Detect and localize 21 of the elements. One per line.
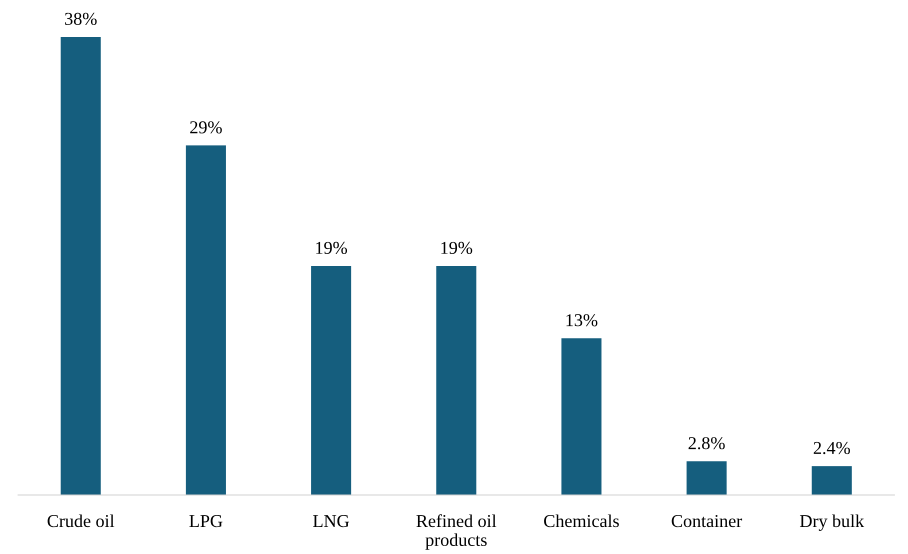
data-label: 13% bbox=[566, 314, 598, 326]
x-tick-label: Container bbox=[672, 515, 742, 528]
data-label: 19% bbox=[441, 242, 472, 254]
x-tick-label: Crude oil bbox=[48, 514, 114, 528]
data-label: 29% bbox=[190, 121, 222, 134]
x-tick-label: Chemicals bbox=[544, 514, 619, 528]
data-label: 2.4% bbox=[814, 442, 850, 454]
bar bbox=[812, 466, 852, 495]
bar bbox=[311, 266, 352, 495]
bar bbox=[186, 145, 226, 495]
bar bbox=[60, 36, 101, 495]
bar bbox=[436, 266, 476, 495]
x-tick-label: LNG bbox=[313, 515, 350, 528]
bar bbox=[686, 461, 727, 495]
x-tick-label: Dry bulk bbox=[800, 514, 864, 531]
data-label: 38% bbox=[65, 12, 97, 26]
bar bbox=[561, 338, 602, 495]
data-label: 19% bbox=[316, 242, 348, 254]
x-tick-label: Refined oil products bbox=[416, 514, 496, 550]
x-tick-label: LPG bbox=[189, 515, 222, 528]
data-label: 2.8% bbox=[688, 437, 725, 450]
